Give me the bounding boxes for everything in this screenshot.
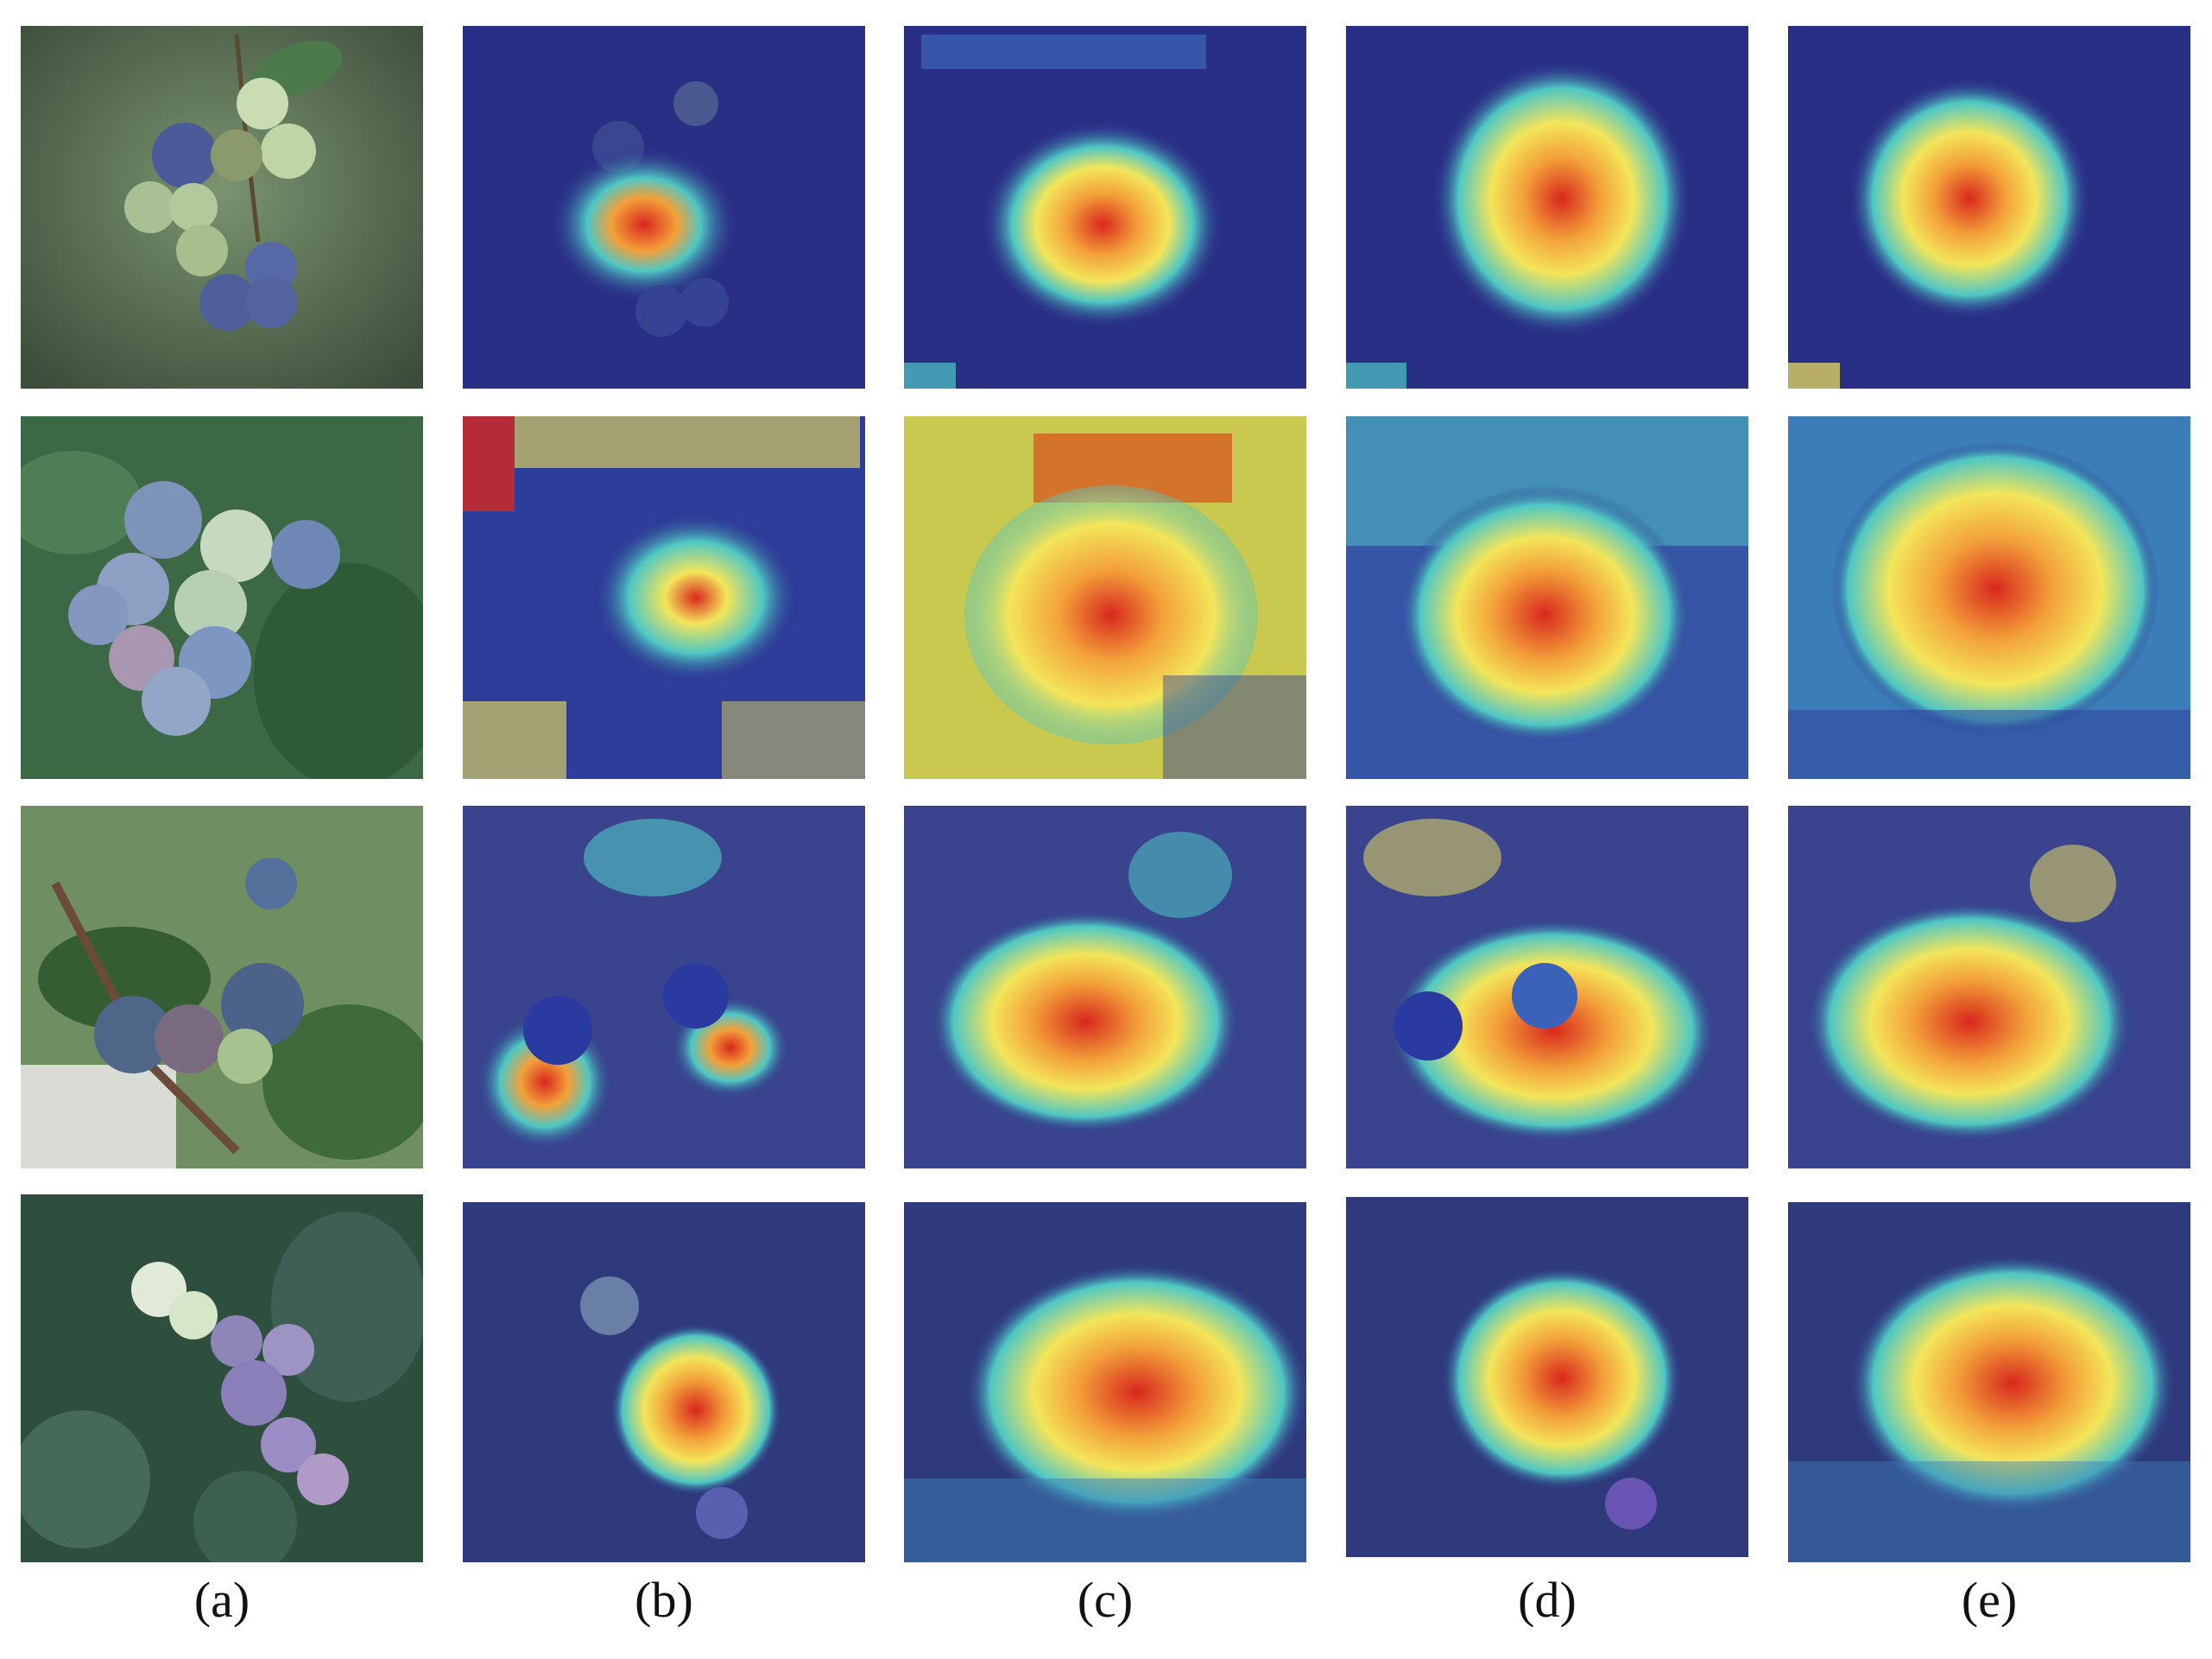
caption-a: (a): [193, 1572, 250, 1628]
photo-blueberry-row2: [21, 416, 423, 779]
heatmap-row1-c: [904, 26, 1306, 389]
panel-row4-col-b: [463, 1202, 865, 1562]
panel-row1-col-e: [1788, 26, 2190, 389]
panel-row2-col-c: [904, 416, 1306, 779]
panel-row3-col-e: [1788, 806, 2190, 1168]
panel-row3-col-b: [463, 806, 865, 1168]
panel-row2-col-b: [463, 416, 865, 779]
panel-row4-col-a: [21, 1194, 423, 1562]
panel-row4-col-e: [1788, 1202, 2190, 1562]
caption-b: (b): [635, 1572, 693, 1628]
heatmap-row3-e: [1788, 806, 2190, 1168]
photo-blueberry-row4: [21, 1194, 423, 1562]
heatmap-row4-b: [463, 1202, 865, 1562]
caption-c: (c): [1077, 1572, 1134, 1628]
panel-row1-col-c: [904, 26, 1306, 389]
heatmap-row4-c: [904, 1202, 1306, 1562]
heatmap-row3-d: [1346, 806, 1748, 1168]
panel-row3-col-d: [1346, 806, 1748, 1168]
panel-row2-col-d: [1346, 416, 1748, 779]
heatmap-row2-e: [1788, 416, 2190, 779]
photo-blueberry-row1: [21, 26, 423, 389]
panel-row2-col-a: [21, 416, 423, 779]
heatmap-row4-d: [1346, 1197, 1748, 1557]
heatmap-row1-e: [1788, 26, 2190, 389]
heatmap-row1-b: [463, 26, 865, 389]
photo-blueberry-row3: [21, 806, 423, 1168]
panel-row3-col-c: [904, 806, 1306, 1168]
heatmap-row3-c: [904, 806, 1306, 1168]
caption-e: (e): [1961, 1572, 2018, 1628]
heatmap-row3-b: [463, 806, 865, 1168]
panel-row1-col-b: [463, 26, 865, 389]
heatmap-row2-b: [463, 416, 865, 779]
heatmap-row1-d: [1346, 26, 1748, 389]
panel-row4-col-d: [1346, 1197, 1748, 1557]
panel-row1-col-d: [1346, 26, 1748, 389]
heatmap-row2-d: [1346, 416, 1748, 779]
panel-row3-col-a: [21, 806, 423, 1168]
panel-row2-col-e: [1788, 416, 2190, 779]
heatmap-row4-e: [1788, 1202, 2190, 1562]
heatmap-row2-c: [904, 416, 1306, 779]
panel-row4-col-c: [904, 1202, 1306, 1562]
panel-row1-col-a: [21, 26, 423, 389]
caption-d: (d): [1518, 1572, 1577, 1628]
